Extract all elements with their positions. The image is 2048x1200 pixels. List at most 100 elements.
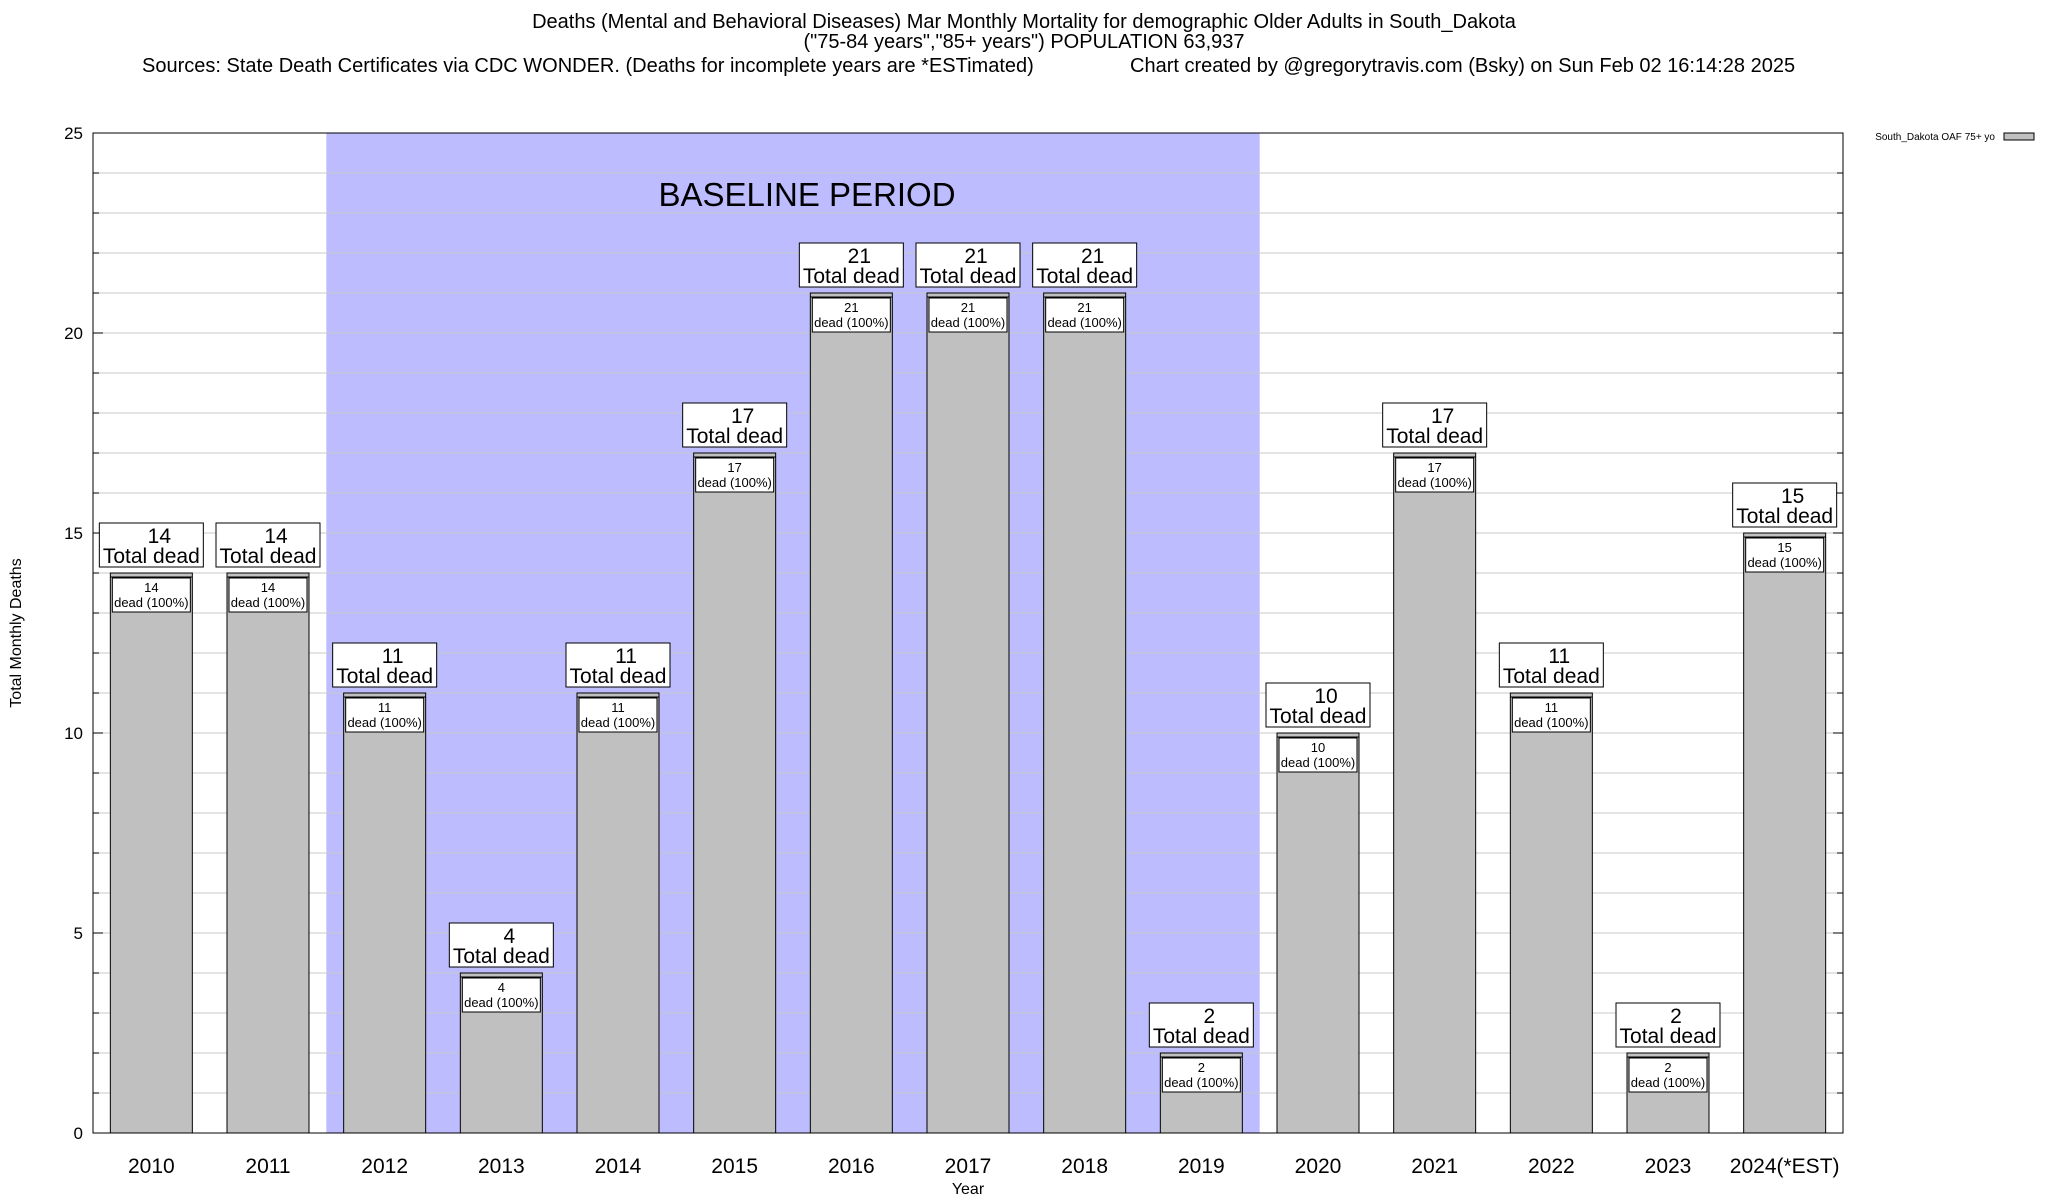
bar-inner-label: dead (100%) — [1164, 1075, 1238, 1090]
x-tick-label: 2018 — [1061, 1155, 1108, 1178]
bar-total-label: Total dead — [103, 545, 200, 568]
bar-total-value: 11 — [382, 645, 404, 668]
bar-inner-value: 2 — [1664, 1060, 1671, 1075]
x-tick-label: 2015 — [711, 1155, 758, 1178]
bar — [1043, 292, 1127, 1134]
bar-inner-label-box — [695, 457, 775, 493]
chart-subtitle: ("75-84 years","85+ years") POPULATION 6… — [803, 31, 1245, 53]
bar-inner-label-box — [111, 577, 191, 613]
bar-inner-value: 11 — [378, 700, 392, 715]
bar-total-label: Total dead — [1270, 705, 1367, 728]
bar-total-label: Total dead — [1736, 505, 1833, 528]
bar-total-value: 2 — [1203, 1005, 1215, 1028]
bar-total-label-box — [1382, 402, 1488, 448]
chart-title: Deaths (Mental and Behavioral Diseases) … — [532, 11, 1516, 33]
bar-inner-label-box — [928, 297, 1008, 333]
x-tick-label: 2010 — [128, 1155, 175, 1178]
bar — [1276, 732, 1360, 1134]
bar-total-value: 14 — [148, 525, 172, 548]
bar-total-label-box — [1148, 1002, 1254, 1048]
bar — [109, 572, 193, 1134]
bar-total-value: 15 — [1781, 485, 1804, 508]
bar-inner-label: dead (100%) — [1047, 315, 1121, 330]
bar-total-label: Total dead — [1386, 425, 1483, 448]
bar-total-value: 14 — [264, 525, 288, 548]
bar-inner-label-box — [578, 697, 658, 733]
bar-total-label: Total dead — [920, 265, 1017, 288]
bar-inner-label: dead (100%) — [1631, 1075, 1705, 1090]
bar-total-label-box — [682, 402, 788, 448]
bar-inner-label: dead (100%) — [814, 315, 888, 330]
bar-inner-value: 14 — [144, 580, 158, 595]
bar-total-label-box — [565, 642, 671, 688]
bar-total-value: 17 — [731, 405, 754, 428]
bar-inner-label-box — [461, 977, 541, 1013]
bar-inner-label-box — [345, 697, 425, 733]
bar-inner-label-box — [228, 577, 308, 613]
bar — [343, 692, 427, 1134]
bar-total-label-box — [448, 922, 554, 968]
bar-inner-label: dead (100%) — [114, 595, 188, 610]
x-axis-label: Year — [952, 1181, 985, 1198]
y-tick-label: 5 — [74, 924, 83, 943]
x-tick-label: 2013 — [478, 1155, 525, 1178]
bar-inner-value: 11 — [1545, 700, 1559, 715]
y-axis-label: Total Monthly Deaths — [8, 558, 25, 707]
bar-inner-value: 11 — [611, 700, 625, 715]
x-tick-label: 2014 — [595, 1155, 642, 1178]
bar — [226, 572, 310, 1134]
y-tick-label: 15 — [64, 524, 83, 543]
bar — [809, 292, 893, 1134]
legend-swatch — [2003, 132, 2035, 141]
bar-inner-label: dead (100%) — [231, 595, 305, 610]
bar — [1509, 692, 1593, 1134]
bar — [1743, 532, 1827, 1134]
bar-total-label-box — [915, 242, 1021, 288]
bar-total-value: 4 — [503, 925, 515, 948]
bar-inner-label-box — [1045, 297, 1125, 333]
bar-inner-label-box — [1395, 457, 1475, 493]
bar-total-label-box — [1265, 682, 1371, 728]
bar-total-label: Total dead — [1036, 265, 1133, 288]
bar-total-label-box — [215, 522, 321, 568]
bar-inner-value: 17 — [1427, 460, 1441, 475]
bar-inner-label: dead (100%) — [464, 995, 538, 1010]
bar-total-label: Total dead — [1153, 1025, 1250, 1048]
x-tick-label: 2017 — [945, 1155, 992, 1178]
bar — [1393, 452, 1477, 1134]
bar-total-label-box — [798, 242, 904, 288]
bar-inner-value: 21 — [1077, 300, 1091, 315]
bar-total-label-box — [1032, 242, 1138, 288]
bar-inner-label: dead (100%) — [1281, 755, 1355, 770]
bar-total-value: 2 — [1670, 1005, 1682, 1028]
bar-inner-label: dead (100%) — [347, 715, 421, 730]
x-tick-label: 2011 — [245, 1155, 290, 1178]
bar-total-label: Total dead — [453, 945, 550, 968]
bar-inner-value: 14 — [261, 580, 275, 595]
bar-inner-value: 15 — [1777, 540, 1791, 555]
bar-inner-label-box — [1278, 737, 1358, 773]
bar — [576, 692, 660, 1134]
y-tick-label: 0 — [74, 1124, 83, 1143]
bar-inner-value: 21 — [844, 300, 858, 315]
bar-total-label-box — [332, 642, 438, 688]
bar-inner-label: dead (100%) — [1747, 555, 1821, 570]
bar-total-label-box — [1615, 1002, 1721, 1048]
bar-total-label-box — [1732, 482, 1838, 528]
baseline-label: BASELINE PERIOD — [658, 176, 955, 213]
bar-total-label-box — [98, 522, 204, 568]
bar-total-value: 11 — [1548, 645, 1570, 668]
x-tick-label: 2020 — [1295, 1155, 1342, 1178]
bar-inner-label-box — [1745, 537, 1825, 573]
bar-inner-value: 21 — [961, 300, 975, 315]
bar-inner-label-box — [1628, 1057, 1708, 1093]
x-tick-label: 2023 — [1645, 1155, 1692, 1178]
bar-total-label: Total dead — [220, 545, 317, 568]
bar-total-label-box — [1498, 642, 1604, 688]
bar-total-label: Total dead — [336, 665, 433, 688]
x-tick-label: 2021 — [1411, 1155, 1458, 1178]
bar-inner-value: 2 — [1198, 1060, 1205, 1075]
y-tick-label: 10 — [64, 724, 83, 743]
bar-total-value: 10 — [1314, 685, 1337, 708]
